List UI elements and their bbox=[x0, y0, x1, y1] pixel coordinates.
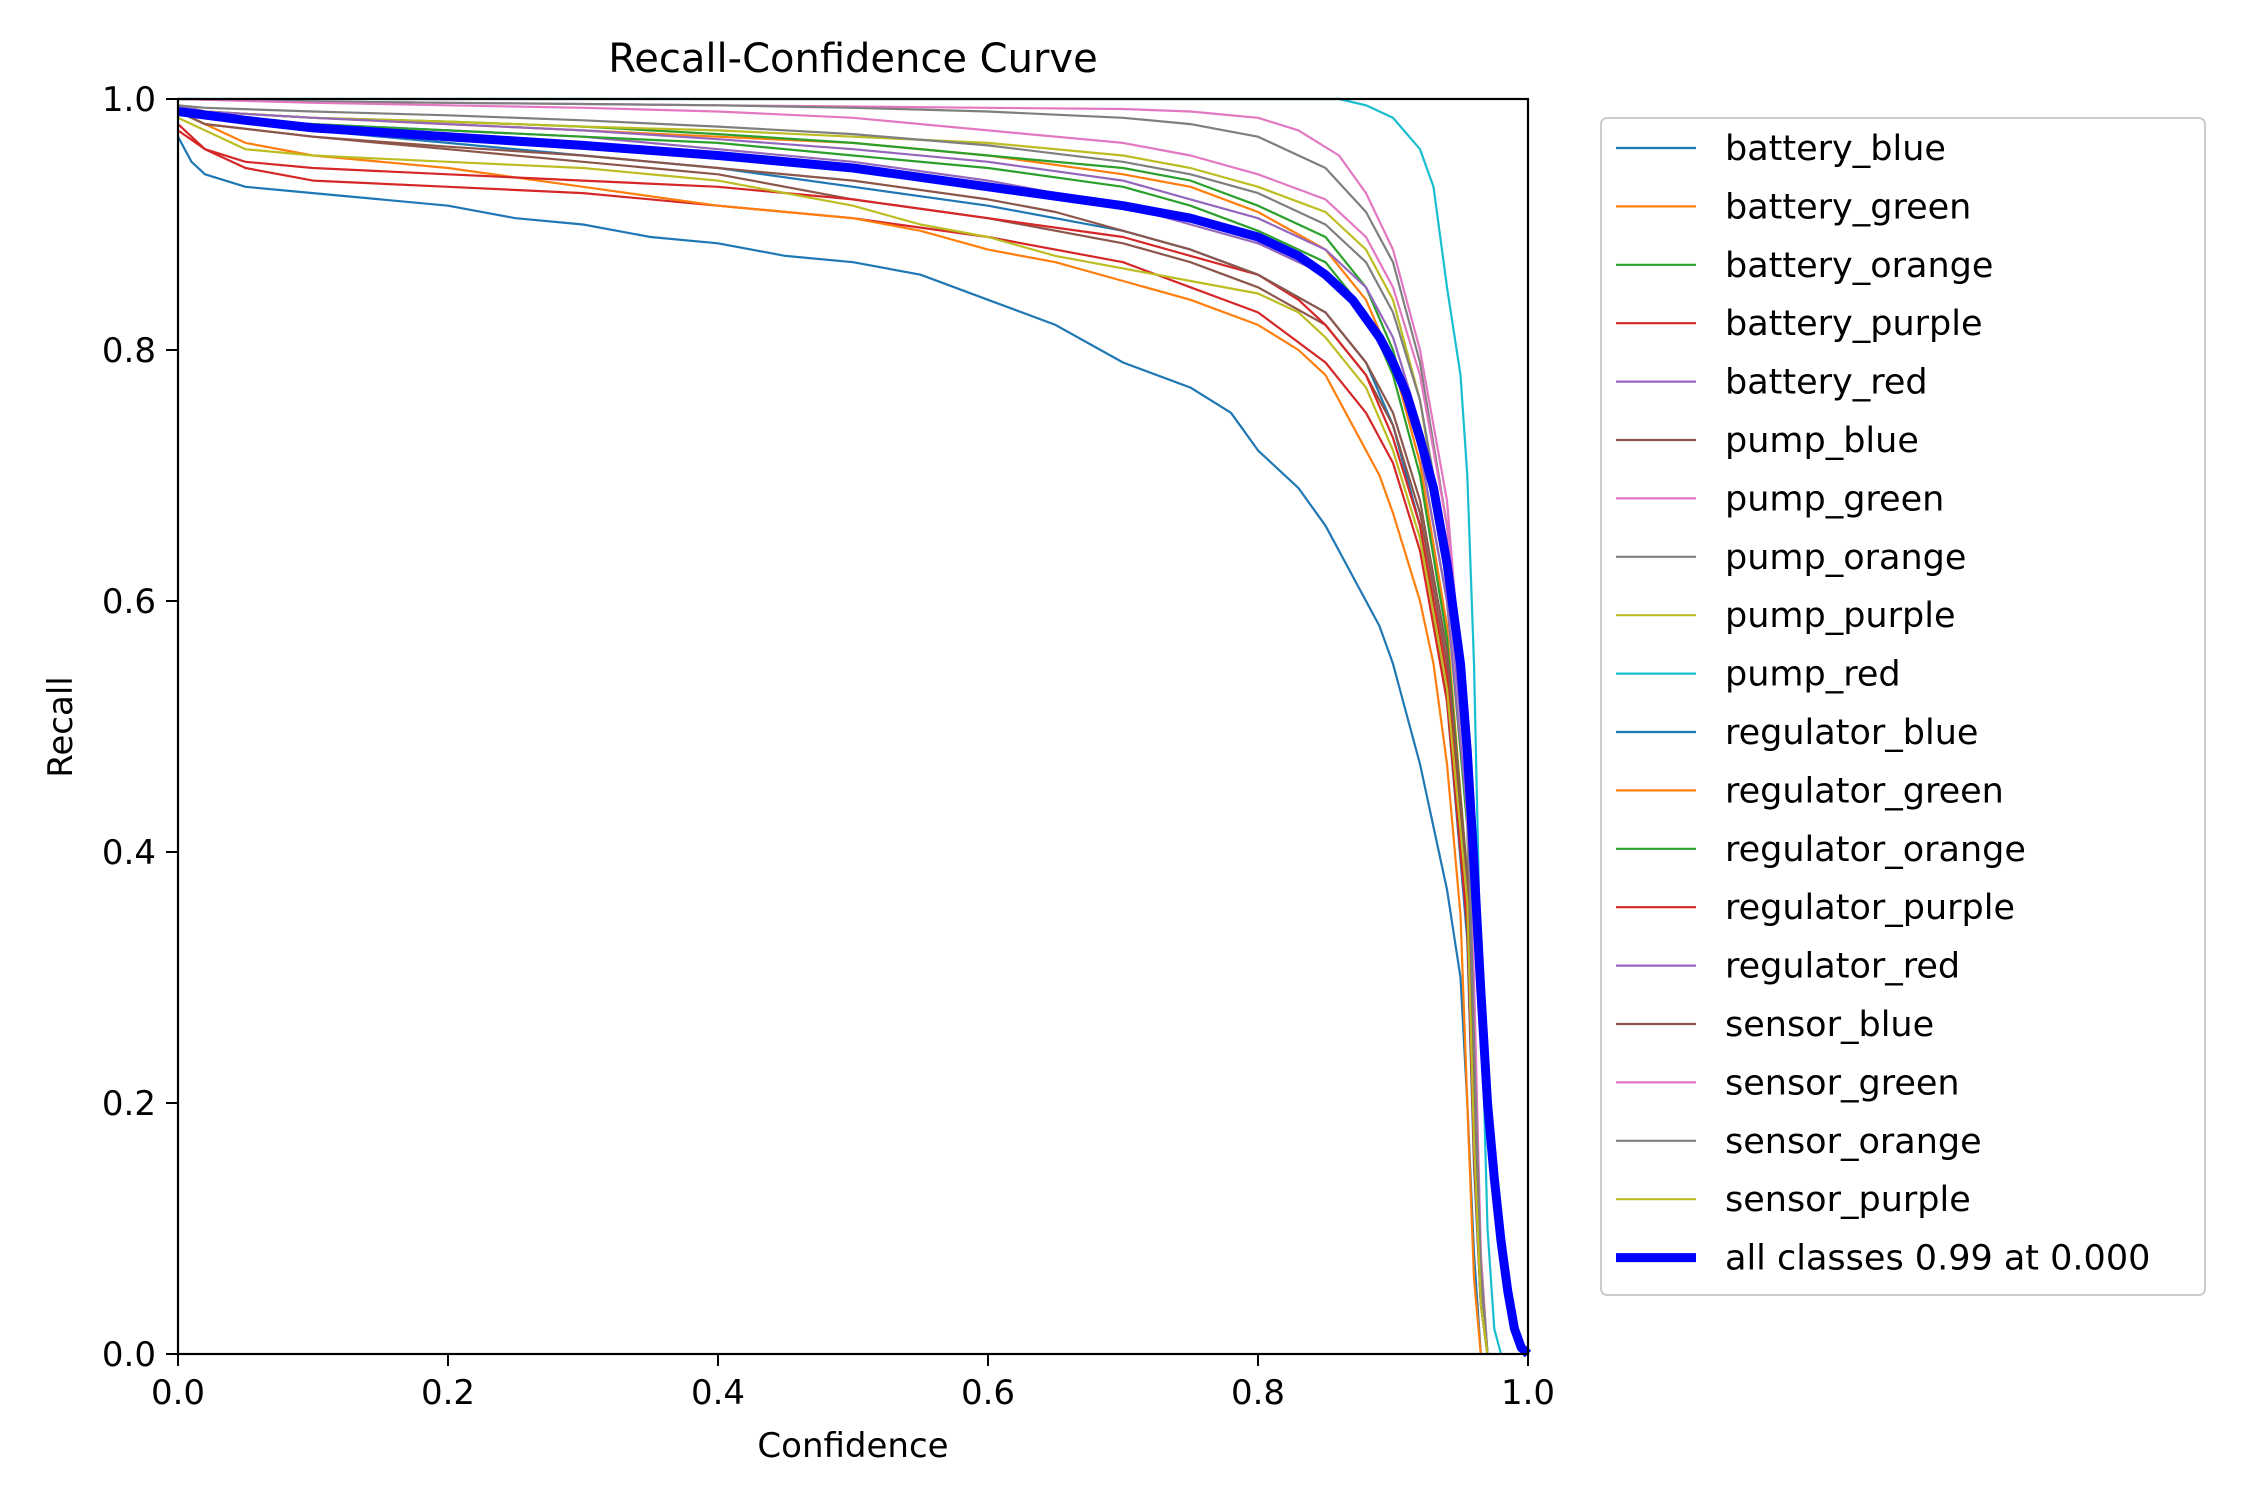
y-tick-label: 0.2 bbox=[102, 1084, 156, 1124]
legend: battery_blue battery_green battery_orangeb… bbox=[1600, 117, 2206, 1296]
x-tick-label: 0.0 bbox=[151, 1373, 205, 1413]
legend-items: battery_blue battery_green battery_orangeb… bbox=[1616, 129, 2150, 1279]
x-axis-label: Confidence bbox=[757, 1426, 948, 1466]
x-tick-label: 1.0 bbox=[1501, 1373, 1555, 1413]
legend-item: regulator_green bbox=[1616, 771, 2004, 811]
chart-title: Recall-Confidence Curve bbox=[608, 36, 1097, 82]
legend-label: sensor_blue bbox=[1725, 1005, 1934, 1045]
legend-item: battery_red bbox=[1616, 363, 1928, 403]
legend-label: pump_blue bbox=[1725, 421, 1919, 461]
legend-item: pump_orange bbox=[1616, 538, 1966, 578]
legend-item: battery_orange bbox=[1616, 246, 1993, 286]
legend-frame bbox=[1600, 117, 2206, 1296]
plot-frame bbox=[176, 97, 1530, 1356]
legend-item: pump_red bbox=[1616, 655, 1901, 695]
series-line-sensor-purple bbox=[177, 116, 1489, 1355]
y-tick-label: 0.4 bbox=[102, 833, 156, 873]
legend-label: battery_orange bbox=[1725, 246, 1993, 286]
ticks-layer: 0.0 0.2 0.4 0.6 0.8 1.0 0.0 0.2 0.4 0.6 0.8 1.0 bbox=[102, 80, 1555, 1413]
legend-label: battery_red bbox=[1725, 363, 1928, 403]
legend-label: sensor_purple bbox=[1725, 1180, 1971, 1220]
legend-label: regulator_orange bbox=[1725, 830, 2026, 870]
legend-item: battery_blue bbox=[1616, 129, 1946, 169]
series-layer bbox=[177, 97, 1532, 1358]
legend-item: sensor_blue bbox=[1616, 1005, 1934, 1045]
y-axis-label: Recall bbox=[41, 676, 81, 777]
legend-label: pump_orange bbox=[1725, 538, 1966, 578]
series-line-regulator-blue bbox=[177, 136, 1482, 1355]
y-tick-label: 0.8 bbox=[102, 331, 156, 371]
legend-label: battery_purple bbox=[1725, 304, 1983, 344]
legend-label: pump_purple bbox=[1725, 596, 1955, 636]
y-tick-label: 1.0 bbox=[102, 80, 156, 120]
legend-label: sensor_orange bbox=[1725, 1122, 1982, 1162]
y-tick-label: 0.6 bbox=[102, 582, 156, 622]
legend-label: pump_green bbox=[1725, 479, 1944, 519]
series-line-all-classes-0-99-at-0-000 bbox=[177, 107, 1532, 1358]
legend-label: battery_blue bbox=[1725, 129, 1946, 169]
legend-label: battery_green bbox=[1725, 187, 1971, 227]
x-tick-label: 0.8 bbox=[1231, 1373, 1285, 1413]
legend-item: pump_green bbox=[1616, 479, 1944, 519]
legend-item: sensor_purple bbox=[1616, 1180, 1971, 1220]
x-tick-label: 0.6 bbox=[961, 1373, 1015, 1413]
legend-item: regulator_orange bbox=[1616, 830, 2026, 870]
series-line-regulator-green bbox=[177, 110, 1482, 1355]
legend-item: regulator_purple bbox=[1616, 888, 2015, 928]
x-tick-label: 0.4 bbox=[691, 1373, 745, 1413]
legend-item: regulator_blue bbox=[1616, 713, 1978, 753]
series-line-battery-purple bbox=[177, 123, 1489, 1355]
legend-label: pump_red bbox=[1725, 655, 1901, 695]
legend-label: regulator_green bbox=[1725, 771, 2004, 811]
y-tick-label: 0.0 bbox=[102, 1335, 156, 1375]
legend-item: regulator_red bbox=[1616, 947, 1960, 987]
legend-item: battery_purple bbox=[1616, 304, 1983, 344]
legend-label: sensor_green bbox=[1725, 1063, 1960, 1103]
legend-label: regulator_purple bbox=[1725, 888, 2015, 928]
legend-label: regulator_red bbox=[1725, 947, 1960, 987]
legend-label: all classes 0.99 at 0.000 bbox=[1725, 1239, 2150, 1279]
series-line-sensor-blue bbox=[177, 110, 1489, 1355]
legend-item: sensor_green bbox=[1616, 1063, 1960, 1103]
legend-item: pump_blue bbox=[1616, 421, 1919, 461]
x-tick-label: 0.2 bbox=[421, 1373, 475, 1413]
legend-label: regulator_blue bbox=[1725, 713, 1978, 753]
legend-item: sensor_orange bbox=[1616, 1122, 1982, 1162]
legend-item: pump_purple bbox=[1616, 596, 1955, 636]
legend-item: all classes 0.99 at 0.000 bbox=[1616, 1239, 2150, 1279]
legend-item: battery_green bbox=[1616, 187, 1971, 227]
